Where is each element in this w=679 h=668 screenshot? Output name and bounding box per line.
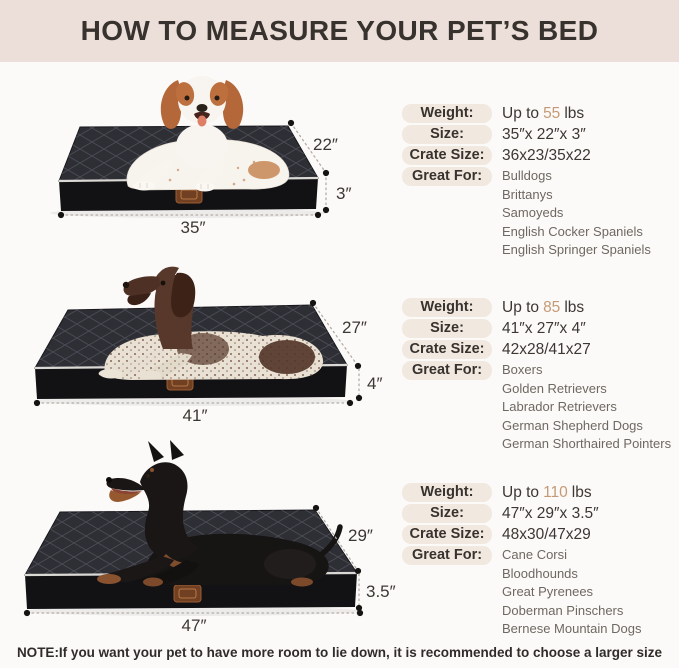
dog-german-shorthaired-pointer [98,266,324,380]
crate-size-value: 36x23/35x22 [502,147,591,164]
spec-row-weight: Weight: Up to 55 lbs [402,104,677,123]
depth-label: 29″ [348,526,373,545]
height-label: 4″ [367,374,382,393]
size-label: Size: [402,319,492,338]
bed-figure-small: 35″ 22″ 3″ [50,76,351,237]
breed-item: German Shorthaired Pointers [502,436,672,451]
size-label: Size: [402,125,492,144]
breed-item: Boxers [502,362,543,377]
breed-item: Labrador Retrievers [502,399,617,414]
weight-prefix: Up to [502,299,540,316]
breed-item: Doberman Pinschers [502,602,624,618]
spec-row-crate: Crate Size: 42x28/41x27 [402,340,677,359]
weight-suffix: lbs [571,484,592,501]
logo-patch [173,584,202,603]
dimension-height: 3.5″ [355,573,396,612]
dimension-height: 3″ [322,177,351,214]
weight-prefix: Up to [502,484,540,501]
weight-value: Up to 85 lbs [502,298,584,317]
weight-label: Weight: [402,298,492,317]
size-value: 35″x 22″x 3″ [502,126,586,143]
dimension-height: 4″ [355,368,382,402]
weight-value: Up to 110 lbs [502,483,592,502]
breed-item: Samoyeds [502,205,564,220]
weight-number: 85 [543,299,561,316]
great-for-label: Great For: [402,167,492,186]
spec-row-great-for: Great For: Boxers Golden Retrievers Labr… [402,361,677,454]
breed-list: Boxers Golden Retrievers Labrador Retrie… [502,361,671,454]
crate-size-label: Crate Size: [402,340,492,359]
spec-row-weight: Weight: Up to 85 lbs [402,298,677,317]
crate-size-label: Crate Size: [402,525,492,544]
spec-row-size: Size: 47″x 29″x 3.5″ [402,504,677,523]
weight-label: Weight: [402,483,492,502]
dimension-width: 47″ [23,609,364,635]
size-value: 47″x 29″x 3.5″ [502,505,599,522]
breed-list: Bulldogs Brittanys Samoyeds English Cock… [502,167,651,260]
weight-label: Weight: [402,104,492,123]
breed-item: Bloodhounds [502,565,578,581]
height-label: 3″ [336,184,351,203]
depth-label: 22″ [313,135,338,154]
weight-prefix: Up to [502,105,540,122]
spec-row-weight: Weight: Up to 110 lbs [402,483,677,502]
weight-suffix: lbs [564,105,585,122]
height-label: 3.5″ [366,582,396,601]
width-label: 47″ [182,616,207,635]
breed-item: English Springer Spaniels [502,242,651,257]
width-label: 35″ [181,218,206,237]
spec-block-large: Weight: Up to 110 lbs Size: 47″x 29″x 3.5″… [402,483,677,641]
crate-size-label: Crate Size: [402,146,492,165]
spec-row-size: Size: 41″x 27″x 4″ [402,319,677,338]
dog-doberman-pinscher [97,440,343,587]
spec-row-great-for: Great For: Cane Corsi Bloodhounds Great … [402,546,677,639]
great-for-label: Great For: [402,361,492,380]
weight-number: 110 [543,484,568,501]
breed-item: Bulldogs [502,168,552,183]
breed-item: English Cocker Spaniels [502,223,643,239]
spec-row-size: Size: 35″x 22″x 3″ [402,125,677,144]
dimension-width: 35″ [57,211,322,237]
weight-value: Up to 55 lbs [502,104,584,123]
crate-size-value: 48x30/47x29 [502,526,591,543]
weight-number: 55 [543,105,561,122]
breed-list: Cane Corsi Bloodhounds Great Pyrenees Do… [502,546,641,639]
breed-item: German Shepherd Dogs [502,417,643,433]
weight-suffix: lbs [564,299,585,316]
page-title: HOW TO MEASURE YOUR PET’S BED [80,15,599,46]
breed-item: Brittanys [502,186,553,202]
size-label: Size: [402,504,492,523]
breed-item: Cane Corsi [502,547,568,562]
spec-block-medium: Weight: Up to 85 lbs Size: 41″x 27″x 4″ Cr… [402,298,677,456]
depth-label: 27″ [342,318,367,337]
dimension-depth: 27″ [309,299,367,370]
great-for-label: Great For: [402,546,492,565]
dimension-depth: 22″ [287,119,338,177]
size-value: 41″x 27″x 4″ [502,320,586,337]
spec-row-crate: Crate Size: 36x23/35x22 [402,146,677,165]
bed-figure-medium: 41″ 27″ 4″ [33,266,382,425]
footnote: NOTE:If you want your pet to have more r… [16,645,663,660]
dog-brittany-spaniel [126,76,290,192]
crate-size-value: 42x28/41x27 [502,341,591,358]
dimension-depth: 29″ [312,504,373,575]
spec-row-crate: Crate Size: 48x30/47x29 [402,525,677,544]
header-band: HOW TO MEASURE YOUR PET’S BED [0,0,679,62]
width-label: 41″ [183,406,208,425]
spec-row-great-for: Great For: Bulldogs Brittanys Samoyeds E… [402,167,677,260]
dimension-width: 41″ [33,399,354,425]
breed-item: Bernese Mountain Dogs [502,621,642,636]
breed-item: Great Pyrenees [502,584,594,599]
breed-item: Golden Retrievers [502,380,607,396]
spec-block-small: Weight: Up to 55 lbs Size: 35″x 22″x 3″ Cr… [402,104,677,262]
bed-figure-large: 47″ 29″ 3.5″ [23,440,396,635]
